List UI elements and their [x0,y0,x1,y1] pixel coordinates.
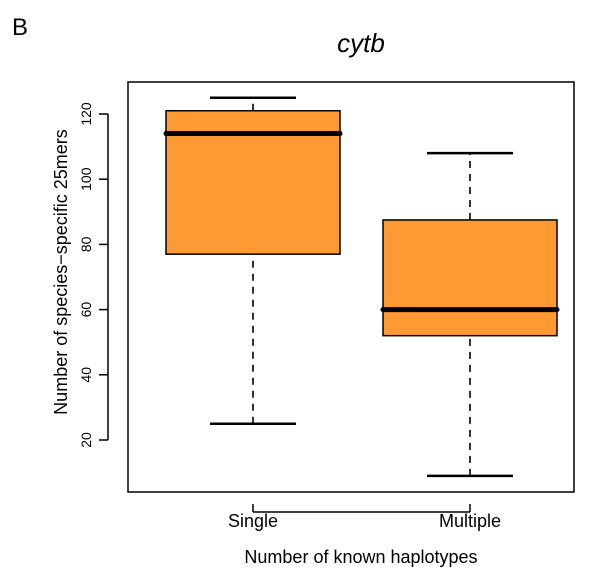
y-tick-label: 20 [78,432,94,448]
y-tick-label: 100 [78,167,94,191]
panel-label: B [12,14,28,41]
box-single [163,96,343,425]
x-tick-label: Multiple [439,511,501,531]
y-axis-label: Number of species−specific 25mers [51,129,71,415]
x-tick-label: Single [228,511,278,531]
y-tick-label: 60 [78,302,94,318]
y-tick-label: 120 [78,102,94,126]
x-axis: Single Multiple [228,504,501,531]
plot-frame [127,81,575,493]
y-axis: 20 40 60 80 100 120 [78,102,109,448]
box-multiple [380,151,560,478]
chart-title: cytb [337,28,385,58]
box-series [163,96,560,478]
y-tick-label: 80 [78,236,94,252]
iqr-box [382,219,558,337]
y-tick-label: 40 [78,367,94,383]
x-axis-label: Number of known haplotypes [244,547,477,567]
